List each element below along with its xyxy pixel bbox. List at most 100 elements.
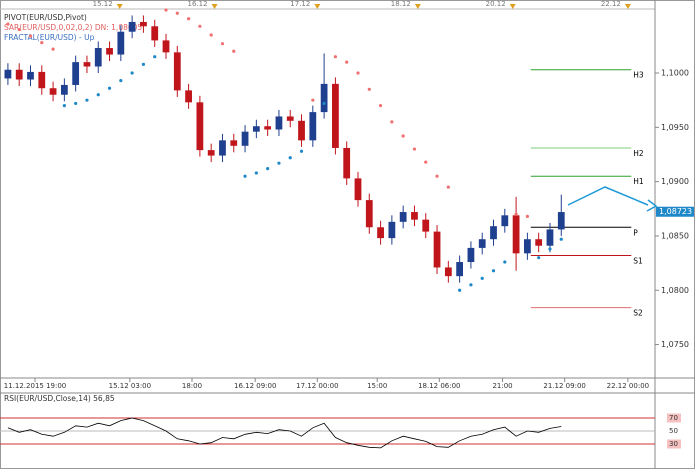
sar-dot xyxy=(299,149,304,153)
last-price-label: 1,08723 xyxy=(659,207,692,216)
candle-body xyxy=(399,212,407,222)
sar-dot xyxy=(424,160,428,164)
candle-body xyxy=(298,120,305,141)
candle-body xyxy=(535,239,543,246)
candle-body xyxy=(388,221,396,239)
candle-body xyxy=(207,150,215,156)
candle-body xyxy=(320,83,328,113)
candle-body xyxy=(524,239,531,254)
candle-body xyxy=(422,219,430,232)
y-tick-label: 1,0750 xyxy=(661,340,689,349)
sar-dot xyxy=(266,167,270,171)
sar-dot xyxy=(322,101,326,106)
annotation-arrowhead xyxy=(646,199,658,212)
candle-body xyxy=(4,69,12,79)
top-tick xyxy=(314,4,321,9)
candle-body xyxy=(365,200,373,228)
legend-pivot: PIVOT(EUR/USD,Pivot) xyxy=(4,13,87,22)
sar-dot xyxy=(559,237,563,241)
sar-dot xyxy=(469,283,473,287)
candle-body xyxy=(444,267,452,277)
candle-body xyxy=(332,83,339,148)
candle-body xyxy=(264,126,272,130)
rsi-line xyxy=(7,417,562,449)
sar-dot xyxy=(356,71,360,75)
sar-dot xyxy=(119,79,123,83)
x-tick-label: 22.12 00:00 xyxy=(607,382,649,390)
y-tick-label: 1,0800 xyxy=(661,286,689,295)
candle-body xyxy=(185,90,192,103)
candle-body xyxy=(546,229,554,246)
candle-body xyxy=(501,215,509,227)
top-tick xyxy=(624,4,631,9)
sar-dot xyxy=(390,120,394,124)
candle-body xyxy=(94,48,102,67)
candle-body xyxy=(83,62,91,67)
candle-body xyxy=(230,140,238,146)
candle-body xyxy=(377,227,384,239)
sar-dot xyxy=(74,101,78,106)
sar-dot xyxy=(17,27,21,32)
top-tick-label: 17.12 xyxy=(290,0,310,8)
sar-dot xyxy=(51,47,55,51)
candle-body xyxy=(219,140,226,156)
pivot-label: P xyxy=(633,228,638,237)
top-tick-label: 22.12 xyxy=(601,0,621,8)
rsi-tick-label: 70 xyxy=(669,414,678,422)
rsi-tick-box xyxy=(667,439,681,449)
rsi-tick-label: 30 xyxy=(669,440,678,448)
x-tick-label: 15.12 03:00 xyxy=(109,382,151,390)
sar-dot xyxy=(446,185,450,189)
legend: PIVOT(EUR/USD,Pivot) SAR(EUR/USD,0,02,0,… xyxy=(4,13,142,42)
candle-body xyxy=(38,71,46,89)
candle-body xyxy=(117,31,125,55)
top-tick-label: 16.12 xyxy=(188,0,208,8)
candle-body xyxy=(252,126,260,132)
x-tick-label: 16.12 09:00 xyxy=(234,382,276,390)
sar-dot xyxy=(514,212,518,216)
sar-dot xyxy=(491,269,496,273)
y-tick-label: 1,0900 xyxy=(661,177,689,186)
pivot-label: S1 xyxy=(633,257,643,266)
legend-sar: SAR(EUR/USD,0,02,0,2) DN: 1,08605 xyxy=(4,23,142,32)
sar-dot xyxy=(480,276,484,280)
candle-body xyxy=(343,147,351,179)
candle-body xyxy=(140,21,147,27)
top-tick xyxy=(509,4,516,9)
candle-body xyxy=(354,178,362,201)
top-tick-label: 15.12 xyxy=(93,0,113,8)
candle-body xyxy=(241,131,249,146)
candle-body xyxy=(49,88,57,95)
top-tick xyxy=(211,4,218,9)
legend-fractal: FRACTAL(EUR/USD) - Up xyxy=(4,33,95,42)
top-tick xyxy=(116,4,123,9)
sar-dot xyxy=(345,60,349,64)
sar-dot xyxy=(503,260,507,264)
candle-body xyxy=(275,116,283,130)
x-tick-label: 18.12 06:00 xyxy=(418,382,460,390)
rsi-title: RSI(EUR/USD,Close,14) 56,85 xyxy=(4,394,115,403)
top-tick xyxy=(414,4,421,9)
pivot-label: H1 xyxy=(633,177,644,186)
candle-body xyxy=(173,52,181,91)
candle-body xyxy=(309,112,317,141)
sar-dot xyxy=(153,55,157,59)
sar-dot xyxy=(96,93,100,97)
candle-body xyxy=(286,116,294,121)
x-tick-label: 11.12.2015 19:00 xyxy=(4,382,66,390)
y-tick-label: 1,0950 xyxy=(661,123,689,132)
sar-dot xyxy=(198,24,202,28)
sar-dot xyxy=(288,156,292,160)
candle-body xyxy=(196,102,204,151)
rsi-tick-label: 50 xyxy=(669,427,678,435)
sar-dot xyxy=(186,17,191,21)
sar-dot xyxy=(164,8,168,12)
sar-dot xyxy=(175,11,179,15)
pivot-label: H3 xyxy=(633,71,644,80)
sar-dot xyxy=(277,161,281,165)
candle-body xyxy=(72,62,80,85)
sar-dot xyxy=(435,174,439,178)
sar-dot xyxy=(458,288,462,292)
sar-dot xyxy=(62,103,66,108)
